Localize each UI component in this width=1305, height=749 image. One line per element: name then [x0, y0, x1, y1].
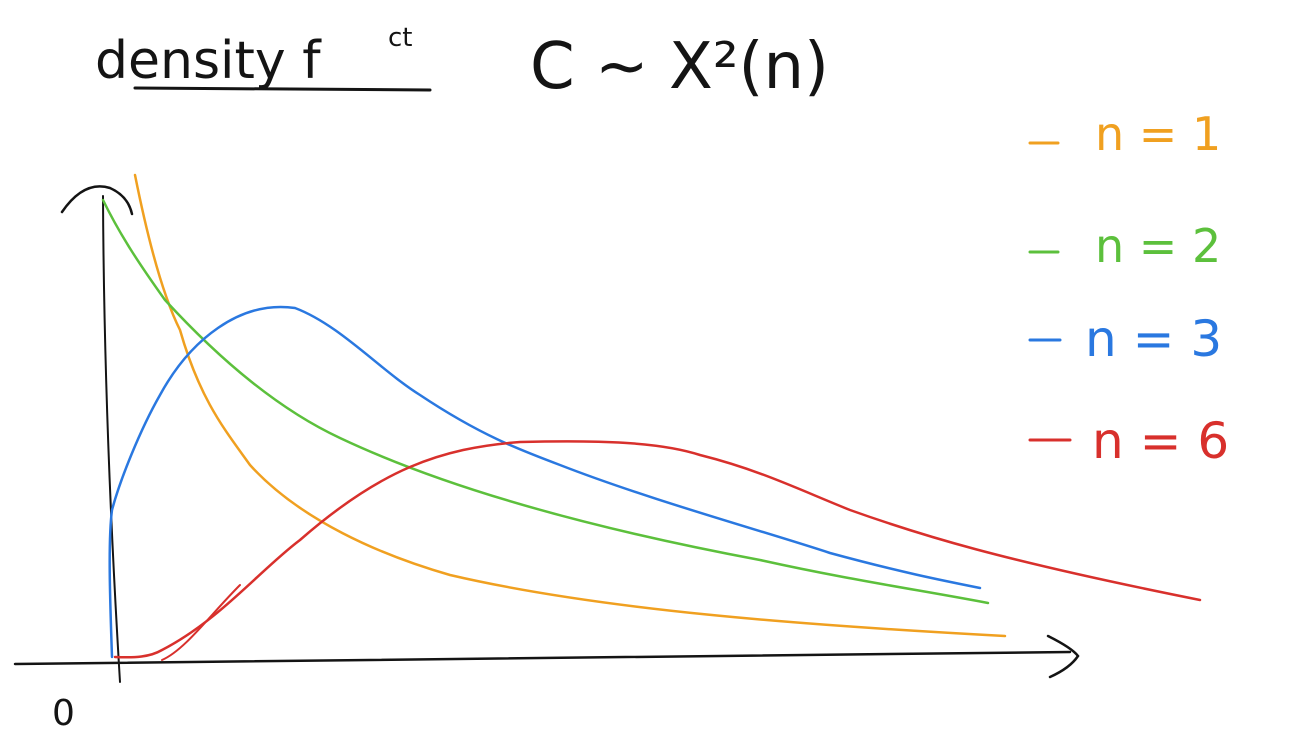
curve-n3	[108, 305, 982, 659]
x-axis	[13, 650, 1072, 666]
title-underline	[133, 86, 432, 92]
curve-n6-stroke	[161, 584, 241, 661]
legend-item-n2: n = 2	[1028, 219, 1221, 273]
legend-item-n1: n = 1	[1028, 107, 1221, 161]
formula-text: C ~ X²(n)	[530, 30, 829, 104]
title-text: density f	[95, 31, 322, 91]
legend: n = 1 n = 2 n = 3 n = 6	[1028, 107, 1229, 470]
legend-label-n2: n = 2	[1095, 219, 1221, 273]
y-axis-arrowhead	[60, 185, 134, 216]
legend-label-n3: n = 3	[1085, 310, 1222, 368]
curve-n2	[101, 198, 990, 605]
legend-item-n3: n = 3	[1028, 310, 1222, 368]
title-superscript: ct	[388, 23, 413, 53]
origin-label: 0	[52, 693, 75, 734]
curve-n6	[113, 440, 1202, 659]
legend-item-n6: n = 6	[1028, 412, 1229, 470]
y-axis	[102, 195, 121, 683]
legend-label-n6: n = 6	[1092, 412, 1229, 470]
x-axis-arrowhead	[1046, 634, 1080, 679]
curve-n1	[133, 173, 1007, 638]
legend-label-n1: n = 1	[1095, 107, 1221, 161]
